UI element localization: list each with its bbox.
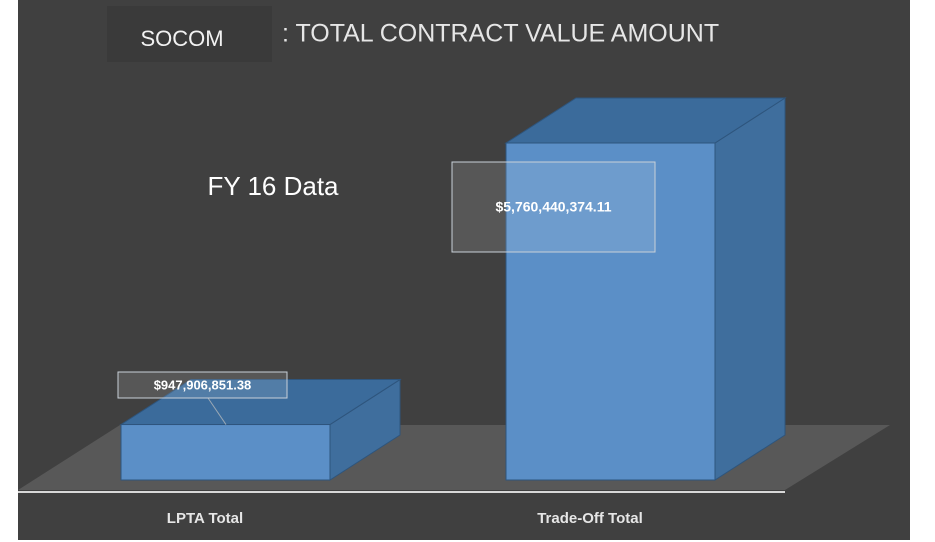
x-tick-label: LPTA Total [167,510,243,527]
annotation: SOCOM [140,26,223,51]
chart-title: : TOTAL CONTRACT VALUE AMOUNT [282,20,719,48]
bar-front [120,424,331,481]
annotation: FY 16 Data [207,171,339,201]
title-overlay-box [107,6,272,62]
bar [504,97,787,481]
leader-line [207,397,227,425]
data-label: $5,760,440,374.11 [495,199,611,215]
data-label: $947,906,851.38 [154,377,252,392]
data-label-box [117,371,288,399]
bar [119,378,402,481]
bar-front [505,142,716,481]
x-tick-label: Trade-Off Total [537,510,643,527]
bar-side [714,97,786,481]
data-label-box [451,161,656,253]
